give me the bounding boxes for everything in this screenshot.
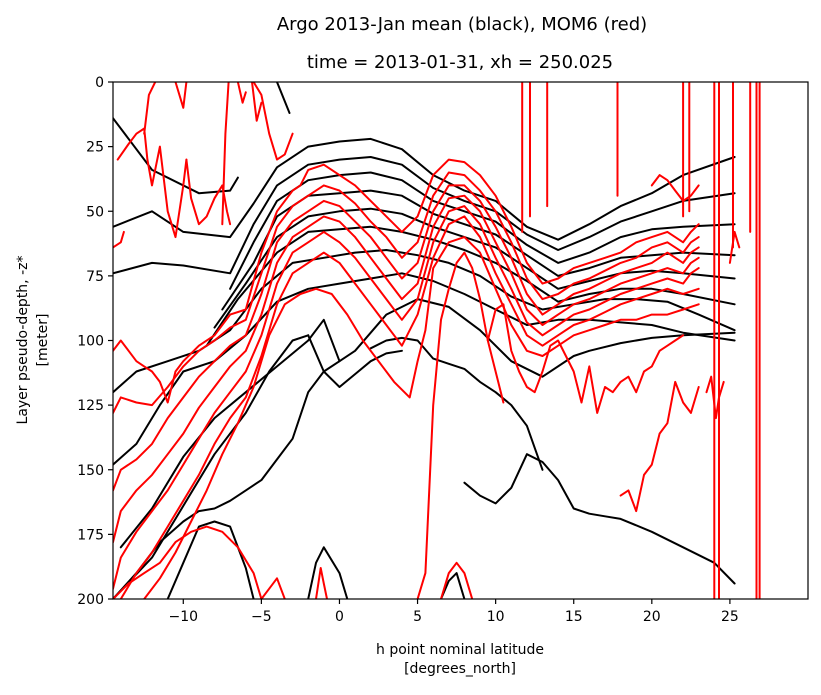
- argo-contour-line-9: [113, 272, 736, 466]
- x-axis-ticks: −10 −5 0 5 10 15 20 25: [169, 599, 739, 625]
- y-tick-label: 25: [86, 140, 104, 156]
- mom6-contour-line-55: [650, 174, 700, 202]
- mom6-contour-line-26: [251, 82, 263, 122]
- y-tick-label: 100: [77, 334, 104, 350]
- mom6-contour-line-31: [113, 205, 700, 590]
- mom6-contour-line-27: [113, 158, 700, 404]
- argo-contour-line-3: [113, 156, 736, 275]
- mom6-contour-line-22: [221, 82, 230, 226]
- x-tick-label: −5: [251, 609, 272, 625]
- y-tick-label: 200: [77, 592, 104, 608]
- argo-contour-line-1: [276, 82, 291, 114]
- series-layer: [113, 82, 761, 599]
- y-axis-ticks: 0 25 50 75 100 125 150 175 200: [77, 75, 113, 608]
- mom6-contour-line-40: [705, 375, 725, 420]
- argo-contour-line-11: [113, 334, 310, 599]
- argo-contour-line-7: [205, 225, 736, 347]
- mom6-contour-line-21: [185, 158, 232, 226]
- y-tick-label: 150: [77, 463, 104, 479]
- argo-contour-line-18: [440, 572, 466, 599]
- argo-contour-line-15: [463, 453, 736, 585]
- argo-contour-line-10: [119, 298, 736, 549]
- mom6-contour-line-37: [440, 561, 474, 599]
- mom6-contour-line-30: [113, 194, 700, 544]
- x-tick-label: −10: [169, 609, 199, 625]
- y-axis-label-line1: Layer pseudo-depth, -z*: [15, 256, 31, 425]
- mom6-contour-line-20: [143, 82, 157, 135]
- y-tick-label: 0: [95, 75, 104, 91]
- argo-contour-line-0: [113, 117, 239, 195]
- mom6-contour-line-32: [119, 215, 700, 599]
- y-tick-label: 50: [86, 204, 104, 220]
- chart-title: Argo 2013-Jan mean (black), MOM6 (red): [277, 14, 647, 35]
- mom6-contour-line-19: [116, 127, 188, 239]
- mom6-contour-line-39: [619, 380, 700, 513]
- chart-subtitle: time = 2013-01-31, xh = 250.025: [307, 52, 613, 73]
- mom6-contour-line-33: [143, 236, 700, 599]
- x-tick-label: 5: [413, 609, 422, 625]
- plot-frame: [112, 81, 809, 600]
- y-tick-label: 175: [77, 527, 104, 543]
- argo-contour-line-2: [113, 137, 736, 241]
- x-tick-label: 20: [643, 609, 661, 625]
- x-tick-label: 10: [487, 609, 505, 625]
- x-axis-label-line1: h point nominal latitude: [376, 642, 544, 658]
- x-tick-label: 15: [565, 609, 583, 625]
- mom6-contour-line-38: [486, 303, 685, 414]
- argo-contour-line-13: [113, 360, 341, 599]
- x-tick-label: 25: [721, 609, 739, 625]
- y-tick-label: 75: [86, 269, 104, 285]
- mom6-contour-line-25: [174, 82, 188, 109]
- x-tick-label: 0: [335, 609, 344, 625]
- mom6-contour-line-54: [113, 230, 125, 249]
- mom6-contour-line-24: [252, 82, 294, 161]
- mom6-contour-line-34: [416, 251, 505, 599]
- mom6-contour-line-36: [315, 567, 328, 599]
- mom6-contour-line-23: [236, 82, 247, 104]
- mom6-contour-line-41: [728, 230, 741, 264]
- mom6-contour-line-29: [113, 184, 700, 492]
- argo-contour-line-16: [166, 520, 255, 599]
- mom6-contour-line-28: [113, 171, 700, 414]
- mom6-contour-line-35: [113, 525, 286, 599]
- argo-contour-line-17: [307, 546, 349, 599]
- y-tick-label: 125: [77, 398, 104, 414]
- x-axis-label-line2: [degrees_north]: [404, 661, 516, 677]
- argo-contour-line-14: [369, 336, 544, 471]
- y-axis-label-line2: [meter]: [35, 313, 51, 366]
